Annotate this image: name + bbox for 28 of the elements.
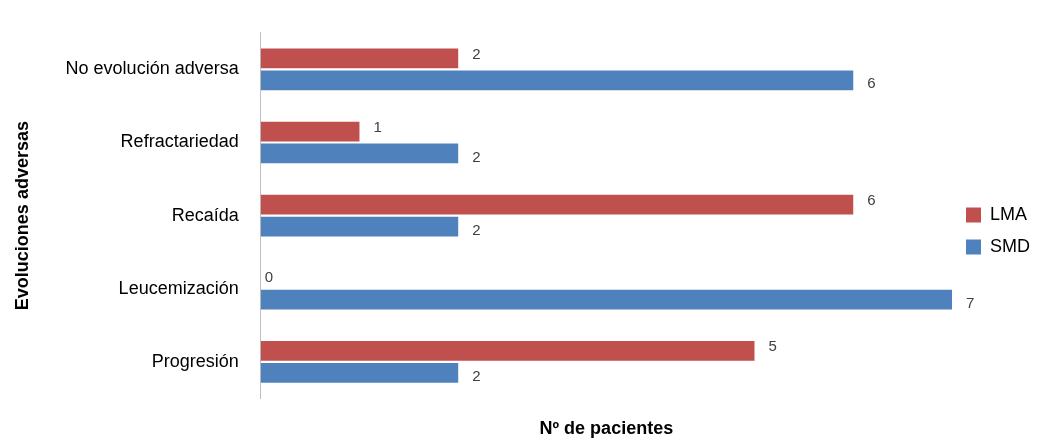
data-label: 2: [472, 44, 481, 62]
y-tick-label: Leucemización: [118, 277, 239, 298]
data-label: 6: [867, 74, 876, 92]
bar: [260, 341, 755, 361]
y-tick-label: Progresión: [151, 350, 239, 371]
legend-label: SMD: [990, 235, 1030, 256]
bar: [260, 70, 854, 91]
bar: [260, 362, 459, 383]
bar: [260, 194, 854, 215]
y-axis-title: Evoluciones adversas: [11, 121, 32, 311]
data-label: 2: [472, 147, 481, 165]
data-label: 2: [472, 220, 481, 238]
legend-label: LMA: [990, 203, 1028, 224]
y-tick-label: No evolución adversa: [65, 58, 240, 79]
data-label: 0: [264, 267, 274, 285]
data-label: 6: [867, 190, 876, 208]
data-label: 7: [966, 293, 975, 311]
y-tick-label: Recaída: [171, 204, 240, 225]
bar: [260, 216, 459, 237]
x-axis-title: Nº de pacientes: [539, 418, 674, 439]
y-tick-label: Refractariedad: [120, 131, 239, 152]
bar: [260, 48, 459, 69]
data-label: 1: [373, 117, 382, 135]
bar: [260, 121, 360, 142]
bar: [260, 289, 952, 310]
data-label: 5: [768, 337, 777, 355]
data-label: 2: [472, 366, 481, 384]
bar: [260, 143, 459, 164]
